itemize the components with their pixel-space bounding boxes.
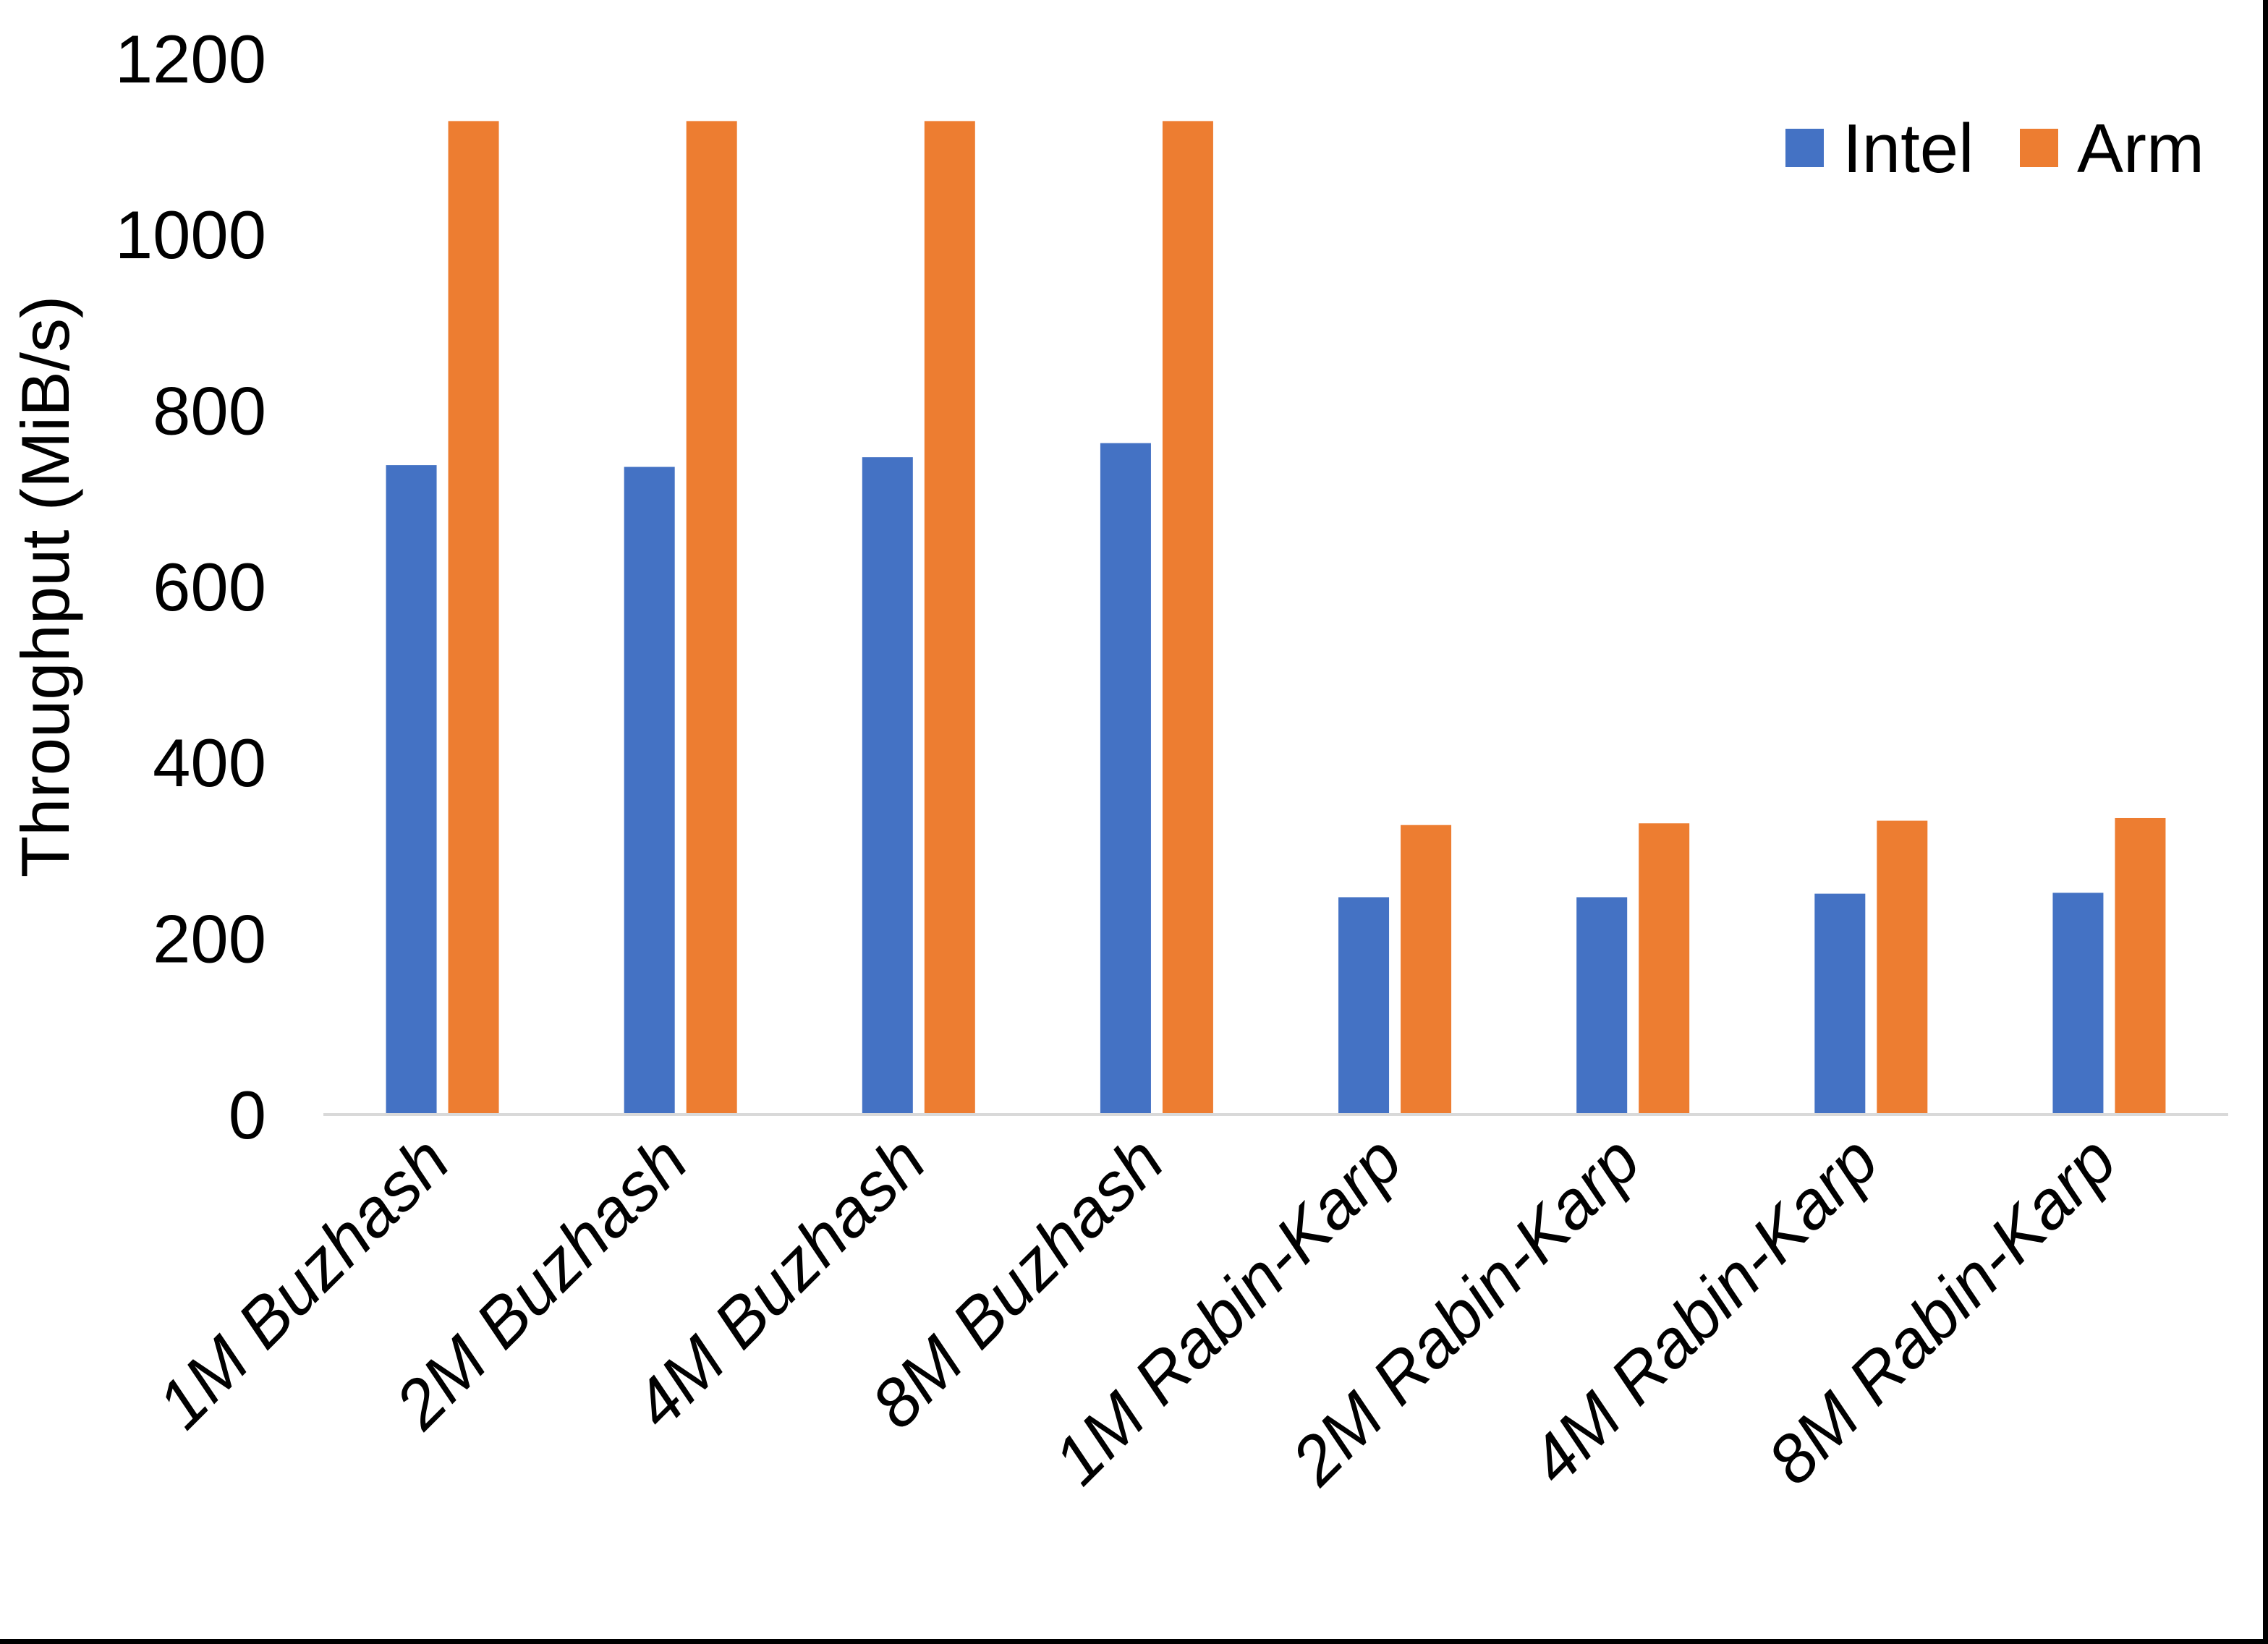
y-tick-label-1200: 1200 bbox=[115, 21, 266, 97]
bar-intel-4m-rabin-karp bbox=[1814, 893, 1866, 1115]
bar-intel-8m-rabin-karp bbox=[2052, 893, 2104, 1115]
bar-arm-1m-buzhash bbox=[448, 121, 499, 1115]
legend-swatch-arm bbox=[2020, 129, 2058, 167]
window-border-right bbox=[2263, 0, 2268, 1644]
y-tick-label-800: 800 bbox=[153, 373, 266, 449]
legend-swatch-intel bbox=[1785, 129, 1824, 167]
y-tick-label-600: 600 bbox=[153, 549, 266, 625]
bar-intel-2m-buzhash bbox=[624, 467, 675, 1115]
bar-arm-4m-rabin-karp bbox=[1877, 820, 1928, 1115]
bar-arm-4m-buzhash bbox=[924, 121, 975, 1115]
bar-arm-2m-rabin-karp bbox=[1639, 823, 1690, 1115]
legend-label-arm: Arm bbox=[2077, 110, 2204, 187]
y-tick-label-200: 200 bbox=[153, 901, 266, 977]
y-tick-label-400: 400 bbox=[153, 725, 266, 801]
legend: Intel Arm bbox=[1785, 110, 2204, 187]
bar-intel-1m-buzhash bbox=[386, 465, 437, 1115]
legend-label-intel: Intel bbox=[1843, 110, 1974, 187]
bars-group bbox=[386, 121, 2166, 1115]
window-border-bottom bbox=[0, 1639, 2268, 1644]
bar-intel-2m-rabin-karp bbox=[1576, 897, 1628, 1115]
bar-intel-1m-rabin-karp bbox=[1338, 897, 1390, 1115]
y-axis-title: Throughput (MiB/s) bbox=[7, 296, 83, 878]
y-tick-label-1000: 1000 bbox=[115, 197, 266, 273]
bar-arm-8m-buzhash bbox=[1162, 121, 1213, 1115]
y-axis-tick-labels: 0 200 400 600 800 1000 1200 bbox=[115, 21, 266, 1153]
bar-arm-2m-buzhash bbox=[686, 121, 737, 1115]
bar-arm-1m-rabin-karp bbox=[1401, 825, 1452, 1115]
bar-intel-4m-buzhash bbox=[862, 457, 913, 1115]
y-tick-label-0: 0 bbox=[229, 1077, 266, 1153]
bar-arm-8m-rabin-karp bbox=[2115, 817, 2166, 1115]
bar-intel-8m-buzhash bbox=[1100, 443, 1151, 1115]
